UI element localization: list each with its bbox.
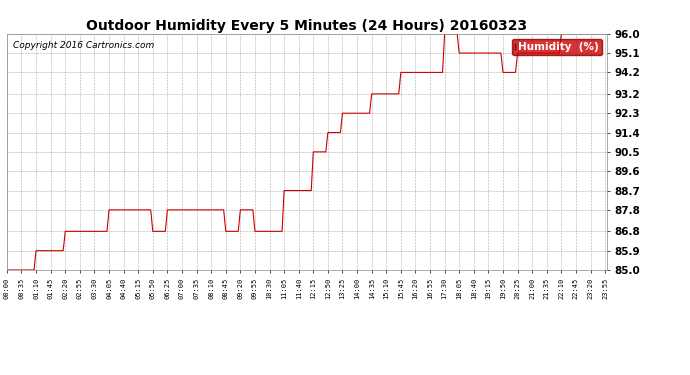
Text: Copyright 2016 Cartronics.com: Copyright 2016 Cartronics.com [13,41,154,50]
Legend: Humidity  (%): Humidity (%) [512,39,602,55]
Title: Outdoor Humidity Every 5 Minutes (24 Hours) 20160323: Outdoor Humidity Every 5 Minutes (24 Hou… [86,19,528,33]
